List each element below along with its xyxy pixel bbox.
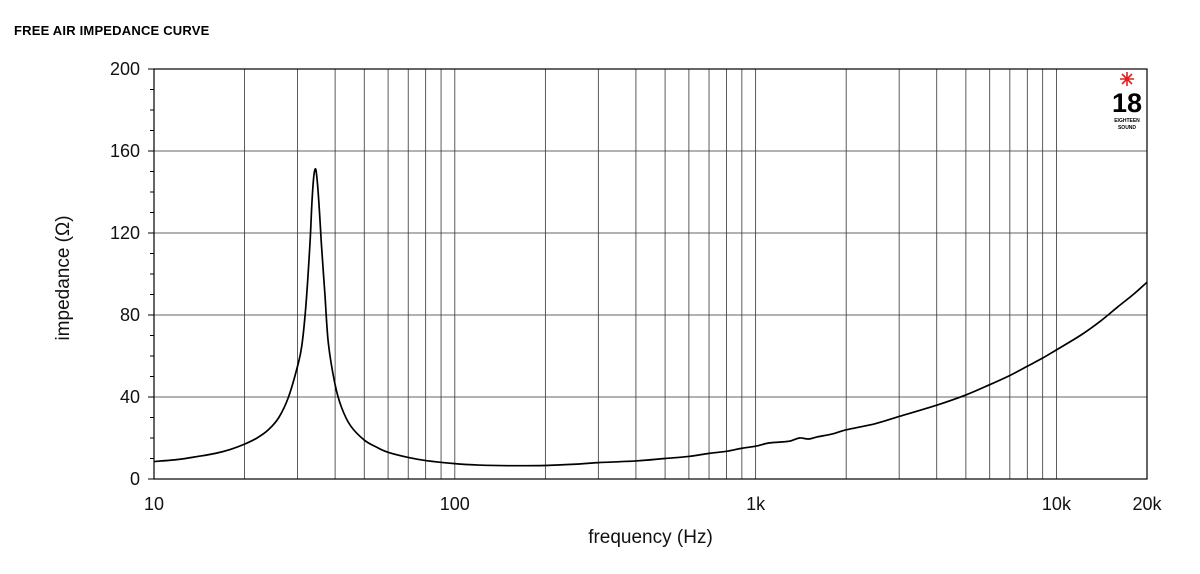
x-tick-label: 10k: [1042, 494, 1072, 514]
y-tick-label: 200: [110, 59, 140, 79]
logo-number: 18: [1112, 88, 1142, 118]
y-tick-label: 160: [110, 141, 140, 161]
plot-frame: [153, 68, 1148, 480]
chart-title: FREE AIR IMPEDANCE CURVE: [14, 23, 210, 38]
x-tick-label: 1k: [746, 494, 766, 514]
y-tick-label: 120: [110, 223, 140, 243]
x-tick-label: 10: [144, 494, 164, 514]
y-tick-label: 40: [120, 387, 140, 407]
x-axis-label: frequency (Hz): [588, 527, 713, 548]
logo-line1: EIGHTEEN: [1114, 118, 1140, 124]
x-tick-label: 100: [440, 494, 470, 514]
impedance-curve: [153, 168, 1148, 467]
star-icon: [1120, 72, 1134, 86]
y-axis-label: impedance (Ω): [53, 215, 74, 340]
grid-lines: [154, 69, 1147, 479]
y-tick-label: 0: [130, 469, 140, 489]
tick-labels: 0 40 80 120 160 200 10 100 1k 10k 20k: [110, 59, 1163, 514]
logo-line2: SOUND: [1118, 125, 1136, 131]
x-tick-label: 20k: [1132, 494, 1162, 514]
y-tick-label: 80: [120, 305, 140, 325]
brand-logo: 18 EIGHTEEN SOUND: [1112, 72, 1142, 131]
